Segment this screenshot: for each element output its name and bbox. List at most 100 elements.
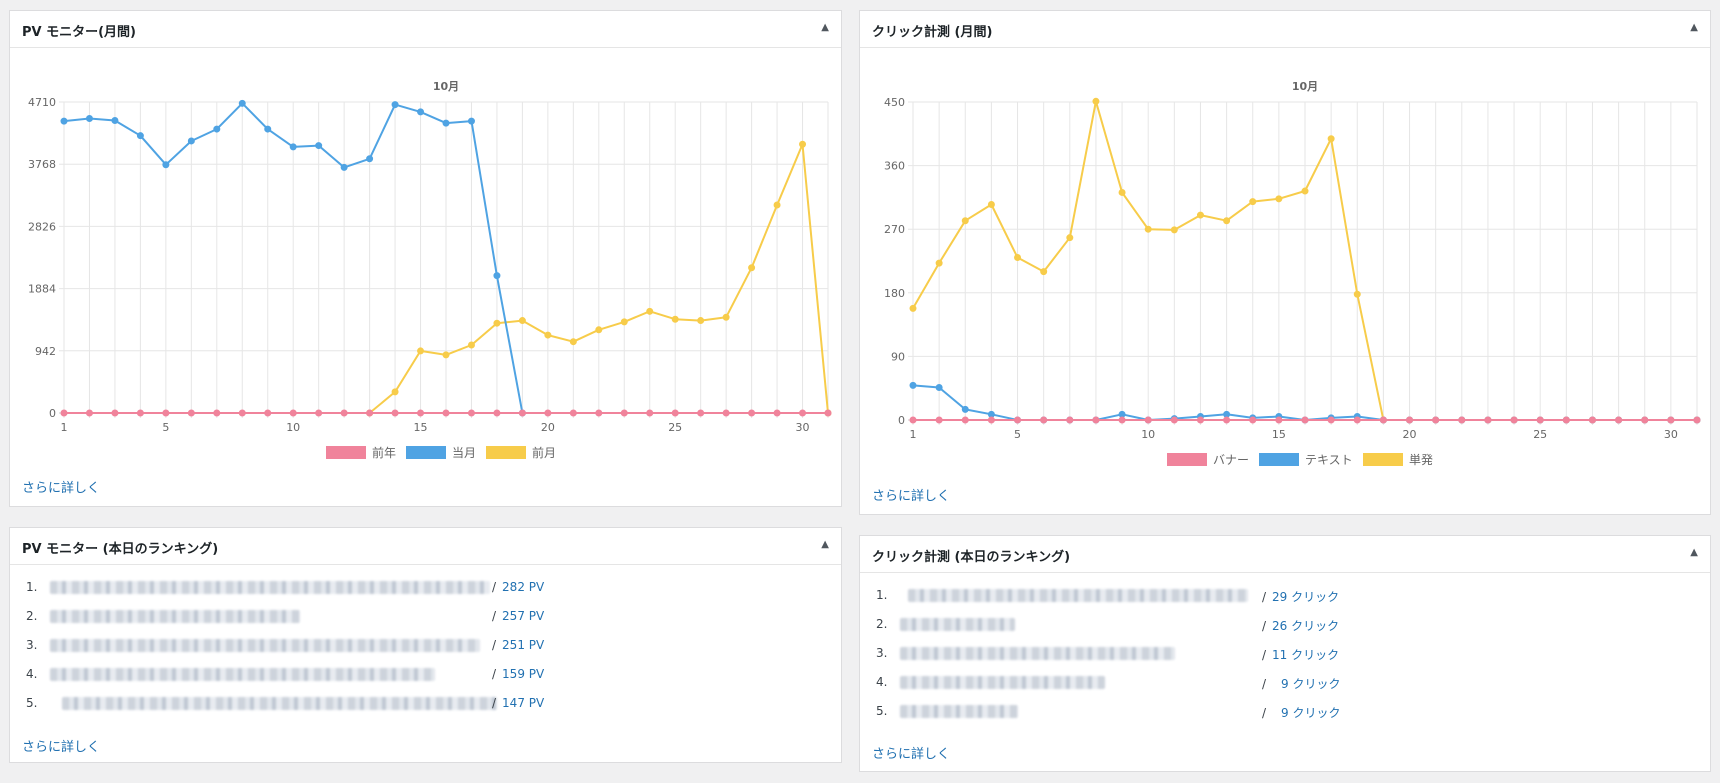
rank-value[interactable]: /29 クリック bbox=[1262, 590, 1340, 604]
rank-value[interactable]: /9 クリック bbox=[1262, 677, 1341, 691]
ranking-list: 1. /29 クリック 2. /26 クリック 3. /11 クリック 4. /… bbox=[872, 582, 1698, 727]
ranking-item: 1. /29 クリック bbox=[872, 582, 1698, 611]
blurred-page-title[interactable] bbox=[50, 668, 435, 681]
data-point bbox=[518, 317, 526, 325]
rank-value[interactable]: /147 PV bbox=[492, 696, 545, 710]
data-point bbox=[493, 319, 501, 327]
pv-line-chart: 10月094218842826376847101 5 10 15 20 25 30前年 当月前… bbox=[28, 80, 832, 460]
data-point bbox=[909, 381, 917, 389]
y-tick-label: 1884 bbox=[28, 283, 56, 296]
data-point bbox=[935, 383, 943, 391]
rank-value[interactable]: /251 PV bbox=[492, 638, 545, 652]
rank-number: 2. bbox=[876, 617, 888, 631]
more-link[interactable]: さらに詳しく bbox=[22, 740, 101, 755]
widget-title: PV モニター (本日のランキング) bbox=[22, 542, 219, 557]
x-tick-label: 1 bbox=[910, 428, 917, 441]
rank-number: 4. bbox=[26, 667, 38, 681]
rank-value[interactable]: /9 クリック bbox=[1262, 706, 1341, 720]
data-point bbox=[1196, 211, 1204, 219]
data-point bbox=[773, 201, 781, 209]
data-point bbox=[799, 409, 807, 417]
ranking-item: 3. /251 PV bbox=[22, 632, 829, 661]
blurred-page-title[interactable] bbox=[50, 610, 300, 623]
chart-title: 10月 bbox=[433, 80, 459, 93]
data-point bbox=[111, 409, 119, 417]
legend-swatch bbox=[406, 446, 446, 459]
more-link[interactable]: さらに詳しく bbox=[872, 489, 951, 504]
legend-label: 前年 bbox=[372, 445, 396, 460]
collapse-toggle-icon[interactable]: ▲ bbox=[821, 539, 829, 550]
x-tick-label: 10 bbox=[286, 421, 300, 434]
data-point bbox=[1014, 416, 1022, 424]
more-link[interactable]: さらに詳しく bbox=[872, 747, 951, 762]
blurred-page-title[interactable] bbox=[62, 697, 497, 710]
data-point bbox=[697, 409, 705, 417]
legend-swatch bbox=[1363, 453, 1403, 466]
widget-header: クリック計測 (本日のランキング) ▲ bbox=[860, 536, 1710, 573]
data-point bbox=[935, 416, 943, 424]
data-point bbox=[1144, 225, 1152, 233]
rank-number: 1. bbox=[876, 588, 888, 602]
y-tick-label: 270 bbox=[884, 223, 905, 236]
data-point bbox=[799, 140, 807, 148]
data-point bbox=[1588, 416, 1596, 424]
ranking-item: 5. /9 クリック bbox=[872, 698, 1698, 727]
data-point bbox=[1562, 416, 1570, 424]
legend-label: 当月 bbox=[452, 446, 476, 460]
rank-value[interactable]: /159 PV bbox=[492, 667, 545, 681]
data-point bbox=[187, 137, 195, 145]
blurred-page-title[interactable] bbox=[50, 639, 480, 652]
blurred-item-title[interactable] bbox=[900, 647, 1175, 660]
more-link[interactable]: さらに詳しく bbox=[22, 481, 101, 496]
collapse-toggle-icon[interactable]: ▲ bbox=[1690, 22, 1698, 33]
legend-swatch bbox=[486, 446, 526, 459]
data-point bbox=[187, 409, 195, 417]
data-point bbox=[1536, 416, 1544, 424]
data-point bbox=[1014, 253, 1022, 261]
data-point bbox=[1641, 416, 1649, 424]
blurred-item-title[interactable] bbox=[900, 705, 1018, 718]
data-point bbox=[595, 409, 603, 417]
data-point bbox=[1118, 410, 1126, 418]
y-tick-label: 2826 bbox=[28, 220, 56, 233]
rank-value[interactable]: /282 PV bbox=[492, 580, 545, 594]
data-point bbox=[671, 315, 679, 323]
rank-value[interactable]: /11 クリック bbox=[1262, 648, 1340, 662]
data-point bbox=[315, 409, 323, 417]
data-point bbox=[987, 410, 995, 418]
data-point bbox=[1170, 416, 1178, 424]
rank-value[interactable]: /257 PV bbox=[492, 609, 545, 623]
data-point bbox=[748, 264, 756, 272]
rank-number: 5. bbox=[26, 696, 38, 710]
x-tick-label: 15 bbox=[414, 421, 428, 434]
blurred-item-title[interactable] bbox=[908, 589, 1248, 602]
data-point bbox=[987, 416, 995, 424]
y-tick-label: 0 bbox=[898, 414, 905, 427]
data-point bbox=[1223, 217, 1231, 225]
legend-swatch bbox=[326, 446, 366, 459]
data-point bbox=[1615, 416, 1623, 424]
blurred-item-title[interactable] bbox=[900, 618, 1015, 631]
data-point bbox=[1432, 416, 1440, 424]
collapse-toggle-icon[interactable]: ▲ bbox=[1690, 547, 1698, 558]
collapse-toggle-icon[interactable]: ▲ bbox=[821, 22, 829, 33]
blurred-page-title[interactable] bbox=[50, 581, 490, 594]
data-point bbox=[1040, 268, 1048, 276]
data-point bbox=[60, 409, 68, 417]
data-point bbox=[162, 409, 170, 417]
widget-header: PV モニター (本日のランキング) ▲ bbox=[10, 528, 841, 565]
x-tick-label: 20 bbox=[1403, 428, 1417, 441]
data-point bbox=[722, 313, 730, 321]
data-point bbox=[417, 108, 425, 116]
rank-value[interactable]: /26 クリック bbox=[1262, 619, 1340, 633]
data-point bbox=[909, 416, 917, 424]
data-point bbox=[1092, 97, 1100, 105]
blurred-item-title[interactable] bbox=[900, 676, 1105, 689]
legend-label: 前月 bbox=[532, 445, 556, 460]
data-point bbox=[289, 143, 297, 151]
data-point bbox=[544, 331, 552, 339]
data-point bbox=[85, 409, 93, 417]
x-tick-label: 1 bbox=[61, 421, 68, 434]
data-point bbox=[1066, 416, 1074, 424]
y-tick-label: 0 bbox=[49, 407, 56, 420]
